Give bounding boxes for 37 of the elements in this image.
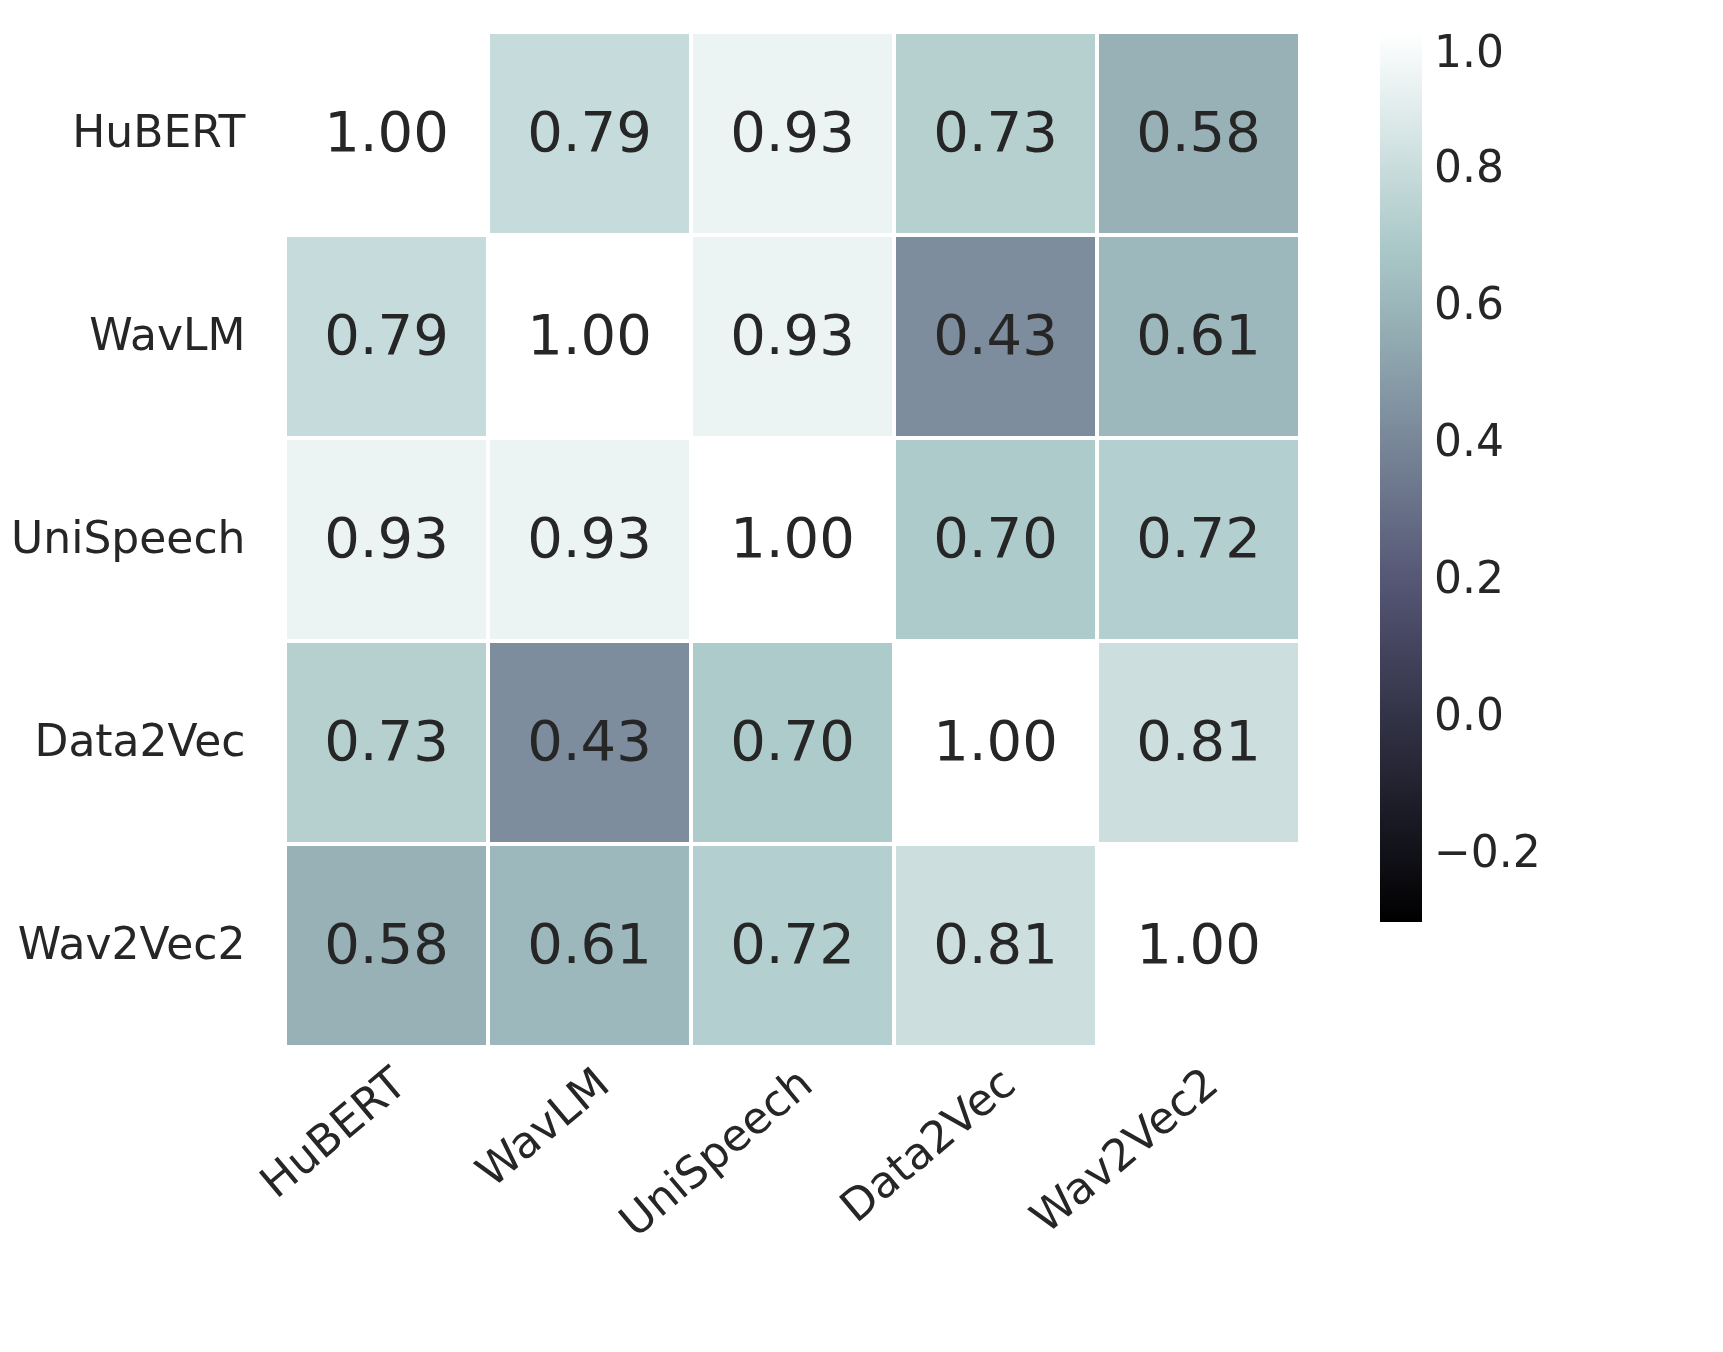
data-label: 1.00 (730, 504, 855, 570)
data-label: 0.81 (1136, 707, 1261, 773)
data-label: 0.73 (324, 707, 449, 773)
color-bar-label: 0.0 (1434, 688, 1504, 740)
data-label: 1.00 (1136, 910, 1261, 976)
data-label: 0.72 (1136, 504, 1261, 570)
color-bar-label: 0.6 (1434, 277, 1504, 329)
data-label: 0.70 (933, 504, 1058, 570)
data-label: 0.79 (324, 301, 449, 367)
y-tick-label: Data2Vec (34, 714, 246, 766)
data-label: 1.00 (324, 98, 449, 164)
data-label: 0.93 (527, 504, 652, 570)
data-label: 1.00 (527, 301, 652, 367)
data-label: 0.43 (527, 707, 652, 773)
y-tick-label: UniSpeech (11, 511, 246, 563)
y-tick-label: HuBERT (72, 105, 246, 157)
color-bar-label: −0.2 (1434, 825, 1541, 877)
data-label: 0.93 (730, 98, 855, 164)
data-label: 0.79 (527, 98, 652, 164)
data-label: 0.43 (933, 301, 1058, 367)
data-label: 0.58 (324, 910, 449, 976)
data-label: 0.81 (933, 910, 1058, 976)
data-label: 0.72 (730, 910, 855, 976)
data-label: 0.61 (527, 910, 652, 976)
color-bar-label: 0.8 (1434, 140, 1504, 192)
y-tick-label: WavLM (89, 308, 246, 360)
color-bar-label: 0.4 (1434, 414, 1504, 466)
color-bar-label: 0.2 (1434, 551, 1504, 603)
data-label: 0.93 (324, 504, 449, 570)
data-label: 0.73 (933, 98, 1058, 164)
color-bar-label: 1.0 (1434, 26, 1504, 77)
data-label: 1.00 (933, 707, 1058, 773)
y-tick-label: Wav2Vec2 (17, 917, 246, 969)
data-label: 0.93 (730, 301, 855, 367)
data-label: 0.70 (730, 707, 855, 773)
data-label: 0.61 (1136, 301, 1261, 367)
data-label: 0.58 (1136, 98, 1261, 164)
